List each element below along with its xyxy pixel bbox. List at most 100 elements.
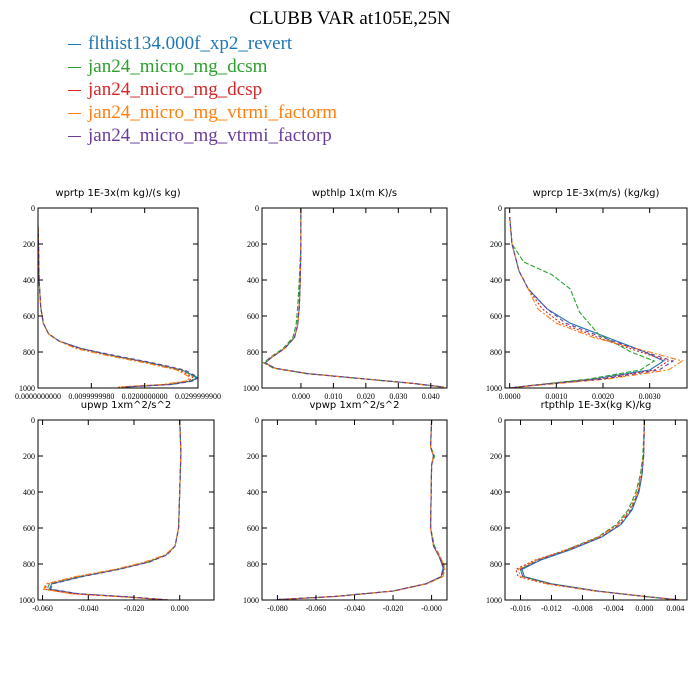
series-line	[38, 225, 198, 388]
x-tick-label: -0.080	[267, 604, 288, 613]
y-tick-label: 0	[498, 416, 502, 425]
y-tick-label: 200	[490, 240, 502, 249]
plot-frame	[37, 419, 215, 601]
y-tick-label: 400	[247, 488, 259, 497]
x-tick-label: 0.0020	[592, 392, 614, 401]
y-tick-label: 800	[23, 348, 35, 357]
y-tick-label: 600	[247, 312, 259, 321]
panel-title: wprtp 1E-3x(m kg)/(s kg)	[55, 188, 180, 199]
panel-4: upwp 1xm^2/s^2 0 200 400 600 800 1000-0.060 -0.…	[19, 400, 215, 613]
y-tick-label: 600	[490, 312, 502, 321]
x-tick-label: 0.0099999980	[68, 392, 114, 401]
y-tick-label: 600	[247, 524, 259, 533]
x-tick-label: -0.012	[541, 604, 562, 613]
x-tick-label: -0.060	[306, 604, 327, 613]
page-title: CLUBB VAR at105E,25N	[249, 8, 451, 29]
legend-entry: jan24_micro_mg_vtrmi_factorm	[68, 101, 337, 124]
x-tick-label: 0.0010	[545, 392, 567, 401]
y-tick-label: 800	[247, 348, 259, 357]
x-tick-label: 0.000	[171, 604, 189, 613]
plot-frame	[261, 207, 448, 389]
series-line	[44, 420, 182, 600]
series-line	[521, 420, 680, 600]
y-tick-label: 0	[255, 204, 259, 213]
plot-frame	[261, 419, 448, 601]
panel-6: rtpthlp 1E-3x(kg K)/kg02004006008001000-…	[486, 400, 688, 613]
panel-title: upwp 1xm^2/s^2	[81, 400, 171, 411]
series-line	[509, 216, 665, 388]
y-tick-label: 400	[490, 276, 502, 285]
x-tick-label: -0.020	[124, 604, 145, 613]
series-line	[38, 225, 194, 388]
series-line	[509, 216, 670, 388]
series-line	[509, 216, 656, 388]
x-tick-label: 0.040	[422, 392, 440, 401]
series-line	[264, 208, 444, 388]
y-tick-label: 200	[490, 452, 502, 461]
x-tick-label: 0.020	[357, 392, 375, 401]
y-tick-label: 400	[23, 276, 35, 285]
panel-1: wprtp 1E-3x(m kg)/(s kg) 0 200 400 600 800 100…	[15, 188, 221, 401]
legend-entry: jan24_micro_mg_dcsm	[68, 55, 337, 78]
series-line	[38, 225, 191, 388]
legend-swatch	[68, 90, 81, 92]
y-tick-label: 200	[247, 240, 259, 249]
plot-frame	[37, 207, 199, 389]
series-line	[519, 420, 680, 600]
series-line	[277, 420, 444, 600]
y-tick-label: 200	[23, 452, 35, 461]
y-tick-label: 800	[23, 560, 35, 569]
x-tick-label: -0.060	[32, 604, 53, 613]
series-line	[42, 420, 182, 600]
series-line	[46, 420, 182, 600]
legend-entry: flthist134.000f_xp2_revert	[68, 32, 337, 55]
series-line	[517, 420, 680, 600]
panel-title: wpthlp 1x(m K)/s	[312, 188, 397, 199]
y-tick-label: 0	[498, 204, 502, 213]
legend-swatch	[68, 136, 81, 138]
y-tick-label: 1000	[19, 384, 35, 393]
legend-label: flthist134.000f_xp2_revert	[88, 33, 293, 54]
y-tick-label: 800	[247, 560, 259, 569]
series-line	[519, 420, 680, 600]
x-tick-label: 0.000	[292, 392, 310, 401]
legend: flthist134.000f_xp2_revert jan24_micro_m…	[68, 32, 337, 147]
panel-title: vpwp 1xm^2/s^2	[309, 400, 399, 411]
x-tick-label: 0.0000000000	[15, 392, 61, 401]
y-tick-label: 800	[490, 560, 502, 569]
panel-title: rtpthlp 1E-3x(kg K)/kg	[541, 400, 652, 411]
y-tick-label: 1000	[243, 384, 259, 393]
series-line	[278, 420, 445, 600]
series-line	[515, 420, 680, 600]
panel-title: wprcp 1E-3x(m/s) (kg/kg)	[533, 188, 660, 199]
plot-frame	[504, 207, 688, 389]
x-tick-label: 0.0200000000	[122, 392, 168, 401]
y-tick-label: 0	[255, 416, 259, 425]
legend-swatch	[68, 113, 81, 115]
legend-swatch	[68, 44, 81, 46]
x-tick-label: -0.040	[78, 604, 99, 613]
x-tick-label: -0.004	[603, 604, 624, 613]
x-tick-label: -0.008	[572, 604, 593, 613]
x-tick-label: -0.016	[510, 604, 531, 613]
series-line	[49, 420, 182, 600]
x-tick-label: 0.0000	[499, 392, 521, 401]
y-tick-label: 400	[490, 488, 502, 497]
series-line	[48, 420, 182, 600]
legend-swatch	[68, 67, 81, 69]
panel-5: vpwp 1xm^2/s^2 0 200 400 600 800 1000 -0.080 -0.…	[243, 400, 448, 613]
x-tick-label: 0.004	[666, 604, 684, 613]
y-tick-label: 600	[490, 524, 502, 533]
panel-3: wprcp 1E-3x(m/s) (kg/kg) 0 200 400 600 800 100…	[486, 188, 688, 401]
x-tick-label: 0.010	[324, 392, 342, 401]
y-tick-label: 600	[23, 312, 35, 321]
y-tick-label: 1000	[486, 384, 502, 393]
y-tick-label: 400	[247, 276, 259, 285]
y-tick-label: 0	[31, 204, 35, 213]
plot-frame	[504, 419, 688, 601]
series-line	[262, 208, 443, 388]
y-tick-label: 1000	[243, 596, 259, 605]
y-tick-label: 1000	[486, 596, 502, 605]
y-tick-label: 200	[23, 240, 35, 249]
